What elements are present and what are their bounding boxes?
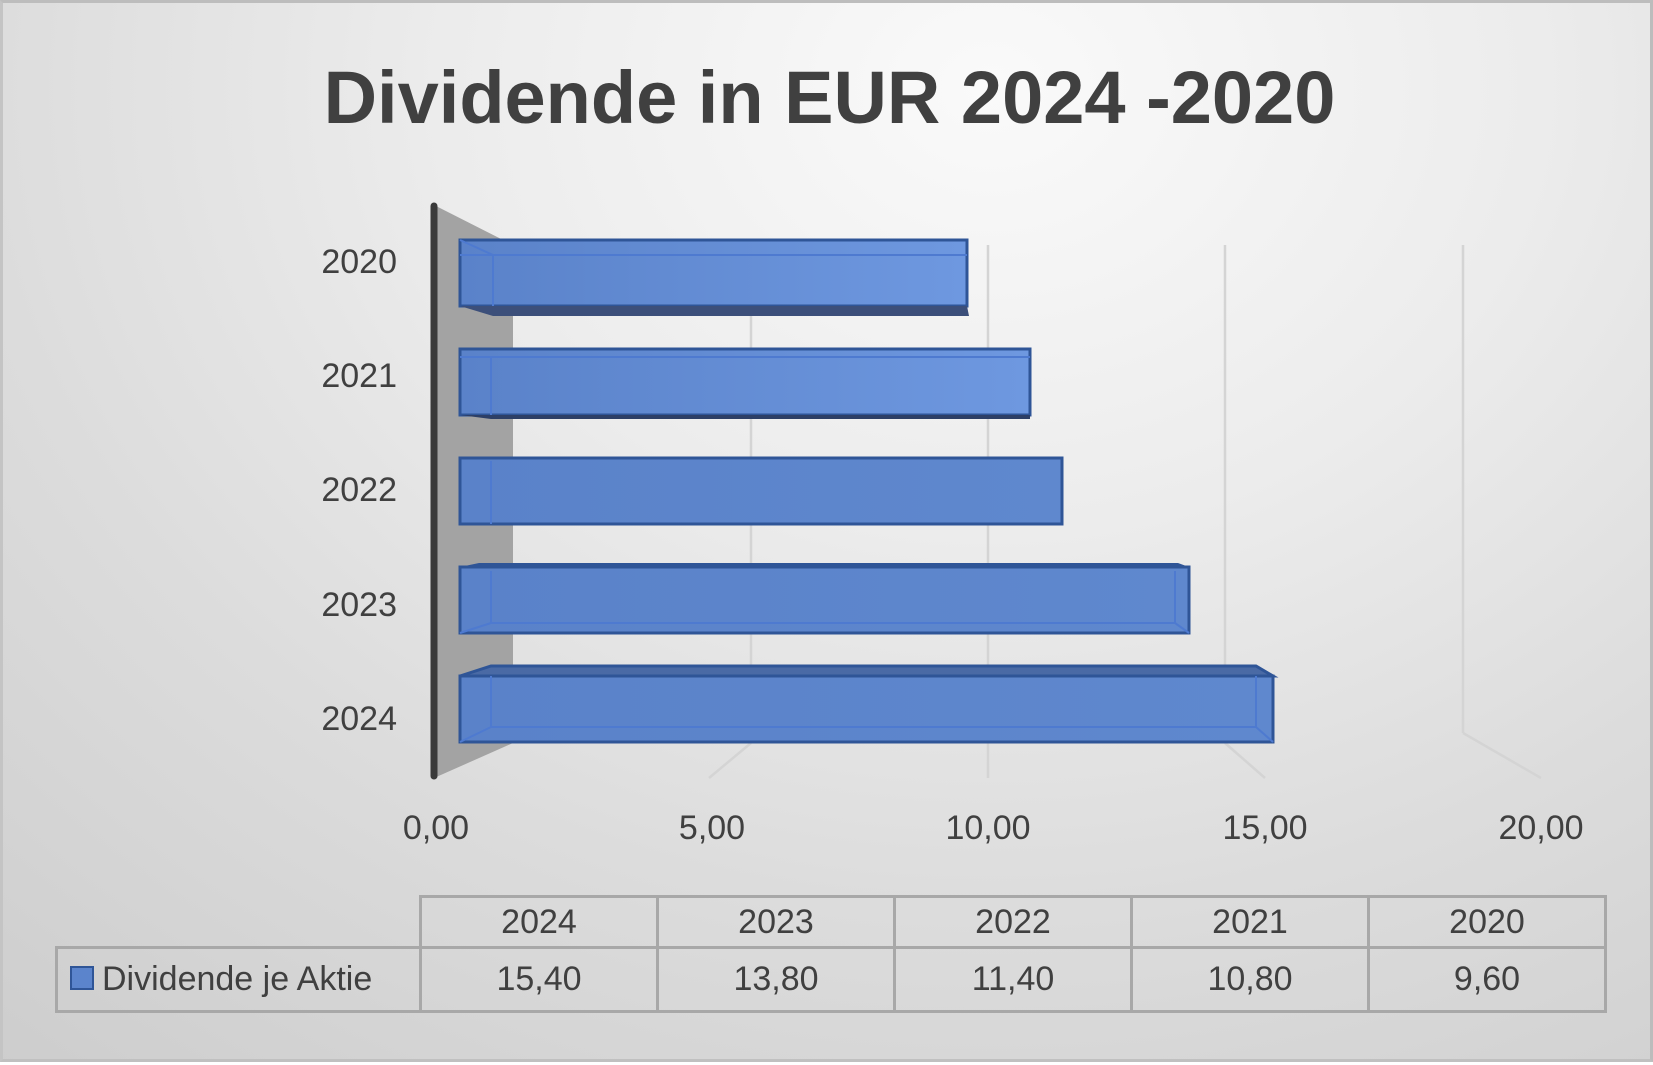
bar-2021[interactable] <box>458 347 1032 419</box>
data-table-corner <box>56 896 422 949</box>
legend-key-icon <box>70 966 94 991</box>
y-axis-label-2022: 2022 <box>321 471 397 509</box>
x-axis-tick-20: 20,00 <box>1498 809 1584 847</box>
x-axis-tick-15: 15,00 <box>1222 809 1308 847</box>
y-axis-label-2024: 2024 <box>321 700 397 738</box>
y-axis-label-2020: 2020 <box>321 243 397 281</box>
x-axis-tick-5: 5,00 <box>678 809 746 847</box>
y-axis-label-2023: 2023 <box>321 586 397 624</box>
data-table-value-2023: 13,80 <box>656 946 896 1013</box>
data-table-header-2020: 2020 <box>1367 895 1607 949</box>
bar-2022[interactable] <box>458 456 1064 526</box>
data-table-header-2021: 2021 <box>1130 895 1370 949</box>
plot-area <box>430 202 1542 780</box>
data-table-row: Dividende je Aktie 15,40 13,80 11,40 10,… <box>55 946 1607 1013</box>
data-table-value-2022: 11,40 <box>893 946 1133 1013</box>
data-table-value-2021: 10,80 <box>1130 946 1370 1013</box>
data-table-series-cell: Dividende je Aktie <box>55 946 422 1013</box>
bar-2020[interactable] <box>458 238 969 316</box>
y-axis-label-2021: 2021 <box>321 357 397 395</box>
x-axis-tick-10: 10,00 <box>945 809 1031 847</box>
x-axis-tick-0: 0,00 <box>402 809 470 847</box>
series-label: Dividende je Aktie <box>102 960 373 998</box>
chart-title: Dividende in EUR 2024 -2020 <box>323 56 1336 139</box>
data-table-header-2024: 2024 <box>419 895 659 949</box>
bar-2024[interactable] <box>458 664 1279 744</box>
data-table-header-row: 2024 2023 2022 2021 2020 <box>56 895 1607 949</box>
bar-2023[interactable] <box>458 563 1191 635</box>
data-table-header-2023: 2023 <box>656 895 896 949</box>
data-table-header-2022: 2022 <box>893 895 1133 949</box>
data-table: 2024 2023 2022 2021 2020 Dividende je Ak… <box>55 895 1607 1013</box>
data-table-value-2024: 15,40 <box>419 946 659 1013</box>
data-table-value-2020: 9,60 <box>1367 946 1607 1013</box>
